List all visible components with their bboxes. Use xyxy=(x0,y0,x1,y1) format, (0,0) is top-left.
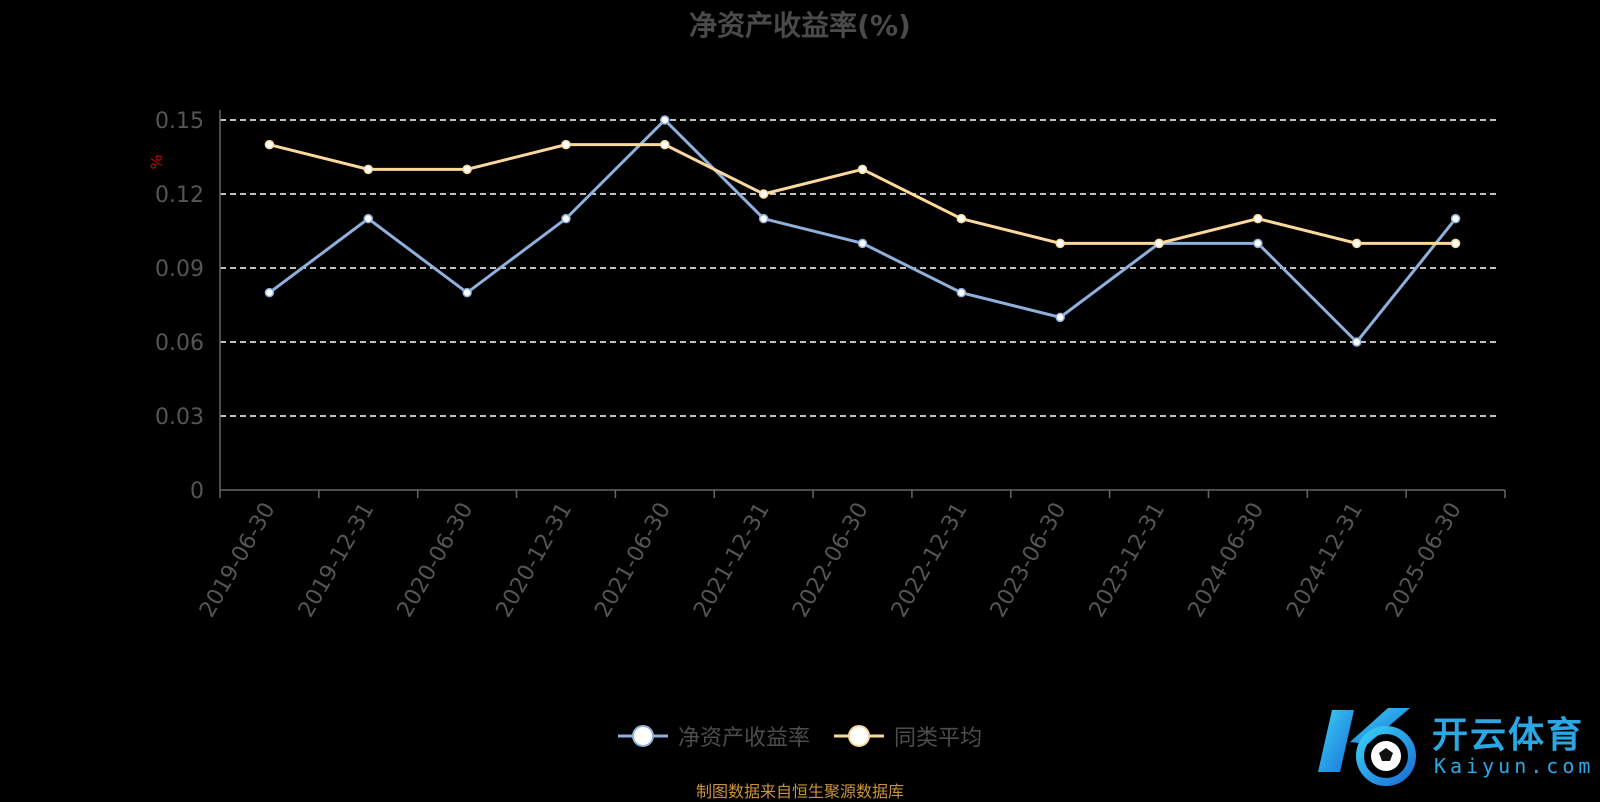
x-tick-label: 2023-06-30 xyxy=(986,499,1072,622)
chart-legend: 净资产收益率 同类平均 xyxy=(0,718,1600,754)
x-tick-label: 2025-06-30 xyxy=(1381,499,1467,622)
logo-name: 开云体育 xyxy=(1432,715,1585,756)
series-1-point xyxy=(1253,238,1263,249)
x-tick-label: 2019-12-31 xyxy=(294,499,380,622)
y-tick-label: 0.15 xyxy=(155,109,204,134)
series-2-point xyxy=(1351,238,1362,249)
series-2-point xyxy=(1154,238,1164,249)
y-tick-label: 0.03 xyxy=(155,405,204,430)
series-2-point xyxy=(857,164,868,175)
series-2-point xyxy=(1253,213,1263,224)
series-2-point xyxy=(1450,238,1461,249)
x-tick-label: 2024-12-31 xyxy=(1282,499,1368,622)
y-tick-label: 0.12 xyxy=(155,183,204,208)
series-1-point xyxy=(561,213,571,224)
x-tick-label: 2020-12-31 xyxy=(492,499,578,622)
series-1-point xyxy=(1055,312,1065,323)
series-2-point xyxy=(1055,238,1065,249)
series-1-point xyxy=(1351,337,1362,347)
series-1-point xyxy=(857,238,868,249)
series-1-point xyxy=(363,213,374,224)
data-source-note: 制图数据来自恒生聚源数据库 xyxy=(695,782,904,801)
series-1-point xyxy=(462,287,472,298)
legend-item-series-2[interactable]: 同类平均 xyxy=(834,720,982,752)
series-1-point xyxy=(758,213,769,224)
x-tick-label: 2020-06-30 xyxy=(393,498,479,621)
x-tick-label: 2024-06-30 xyxy=(1184,499,1270,622)
series-2-point xyxy=(660,139,670,150)
series-2-point xyxy=(462,164,472,175)
y-axis-unit-label: % xyxy=(147,154,166,169)
x-tick-label: 2021-06-30 xyxy=(590,499,676,622)
series-1-point xyxy=(264,287,275,298)
series-1-point xyxy=(660,115,670,125)
logo-subtitle: Kaiyun.com xyxy=(1434,754,1595,778)
x-tick-label: 2022-06-30 xyxy=(788,499,874,622)
series-line-1 xyxy=(268,117,1457,345)
kaiyun-logo[interactable]: 开云体育 Kaiyun.com xyxy=(1310,700,1590,790)
series-2-point xyxy=(758,189,769,199)
legend-item-series-1[interactable]: 净资产收益率 xyxy=(617,720,810,752)
x-tick-label: 2021-12-31 xyxy=(689,499,775,622)
y-tick-label: 0 xyxy=(190,479,204,504)
series-2-point xyxy=(561,139,571,150)
series-2-point xyxy=(956,213,967,224)
x-tick-label: 2022-12-31 xyxy=(887,499,973,622)
series-2-point xyxy=(363,164,374,175)
legend-label-series-2: 同类平均 xyxy=(894,726,983,751)
x-tick-label: 2023-12-31 xyxy=(1085,499,1171,622)
series-1-point xyxy=(1450,213,1461,224)
x-tick-label: 2019-06-30 xyxy=(195,499,281,622)
legend-swatch-series-2 xyxy=(834,725,884,747)
chart-title: 净资产收益率(%) xyxy=(689,9,911,42)
y-tick-label: 0.09 xyxy=(155,257,204,282)
kaiyun-k-ball-logo-icon xyxy=(1318,708,1416,786)
series-2-point xyxy=(264,139,275,150)
y-tick-label: 0.06 xyxy=(155,331,204,356)
series-1-point xyxy=(956,287,967,298)
legend-swatch-series-1 xyxy=(617,725,668,747)
legend-label-series-1: 净资产收益率 xyxy=(677,726,810,751)
